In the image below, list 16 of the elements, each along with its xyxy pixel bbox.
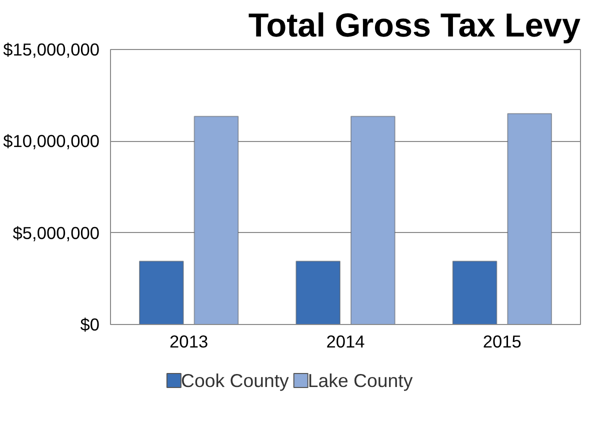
y-tick-label: $15,000,000 <box>3 40 100 60</box>
bar <box>507 113 552 324</box>
x-tick-label: 2015 <box>482 332 522 352</box>
legend-label: Lake County <box>308 370 414 391</box>
bar <box>296 260 341 324</box>
chart-title: Total Gross Tax Levy <box>248 8 581 44</box>
bar <box>452 260 498 324</box>
y-tick-label: $10,000,000 <box>3 131 100 152</box>
bar <box>138 260 184 324</box>
bar <box>194 116 239 324</box>
y-tick-label: $0 <box>80 314 100 334</box>
bar <box>350 116 396 324</box>
x-tick-label: 2013 <box>170 332 208 352</box>
y-tick-label: $5,000,000 <box>12 222 100 243</box>
legend-label: Cook County <box>181 370 290 391</box>
x-tick-label: 2014 <box>326 332 366 352</box>
